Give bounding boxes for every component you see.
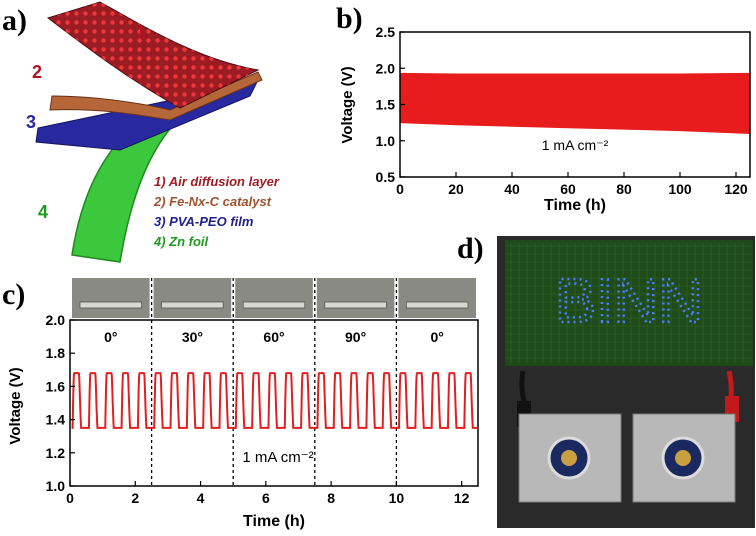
bent-device [242,301,306,309]
panel-label-b: b) [336,2,363,35]
led-sign-text: BINN [555,267,703,336]
chart-c-y-axis-label: Voltage (V) [7,367,24,444]
bending-photo [72,278,150,318]
chart-c-x-tick-label: 4 [197,490,205,506]
chart-b-x-tick-label: 80 [616,181,632,197]
bending-photo [153,278,232,318]
chart-b-annotation: 1 mA cm⁻² [542,137,609,153]
chart-b-x-tick-label: 40 [504,181,520,197]
chart-c-y-tick-label: 1.0 [46,478,66,494]
bent-device [405,301,469,309]
bent-device [79,301,142,309]
chart-c-x-tick-label: 8 [327,490,335,506]
bending-photo [235,278,313,318]
panel-b-cycling-chart: b) 0 20 40 60 80 100 120 0.5 1.0 1.5 2.0 2.5 Voltag… [330,0,756,215]
bending-photo [316,278,395,318]
chart-c: 0° 30° 60° 90° 0° 0 2 4 6 8 10 12 1.0 1.2 1.4 1.6 1.8 2.0… [7,278,479,530]
chart-b-y-tick-label: 2.5 [376,24,396,40]
chart-c-y-tick-label: 1.6 [46,378,66,394]
bend-angle-label: 30° [182,329,203,345]
chart-c-annotation: 1 mA cm⁻² [242,449,313,466]
chart-c-y-tick-label: 2.0 [46,312,66,328]
chart-c-x-axis-label: Time (h) [243,513,305,530]
layer-number-4: 4 [38,202,48,222]
chart-b-y-tick-label: 1.5 [376,97,396,113]
chart-b-x-tick-label: 100 [668,181,692,197]
chart-c-x-tick-label: 10 [389,490,405,506]
chart-b-x-axis-label: Time (h) [544,197,606,214]
bending-photo-strip [72,278,476,318]
led-board [505,240,753,366]
cell-logo-left [561,450,577,466]
chart-b-x-tick-label: 60 [560,181,576,197]
chart-c-voltage-line [71,372,478,429]
chart-c-x-tick-label: 12 [454,490,470,506]
chart-c-y-tick-label: 1.2 [46,445,66,461]
bending-photo [398,278,476,318]
layer-number-1: 1 [136,22,146,42]
chart-b-y-tick-label: 2.0 [376,60,396,76]
panel-label-d: d) [457,232,484,265]
layer-number-3: 3 [26,112,36,132]
panel-label-c: c) [2,278,26,311]
chart-b-x-tick-label: 20 [448,181,464,197]
chart-b: 0 20 40 60 80 100 120 0.5 1.0 1.5 2.0 2.5 Voltage (… [339,24,751,214]
chart-b-y-tick-label: 1.0 [376,133,396,149]
chart-c-x-tick-label: 6 [262,490,270,506]
battery-schematic: 1 2 3 4 1) Air diffusion layer 2) Fe-Nx-… [26,1,280,263]
legend-air-diffusion: 1) Air diffusion layer [154,174,280,189]
panel-c-bending-chart: c) 0° 30° 60° 90° 0° 0 2 4 6 8 10 12 1.0 1.2 1.4 1.6 1.8… [0,268,500,531]
bend-angle-label: 60° [263,329,284,345]
legend-film: 3) PVA-PEO film [154,214,254,229]
chart-b-x-tick-label: 0 [396,181,404,197]
bent-device [324,301,387,309]
bend-angle-label: 0° [431,329,444,345]
chart-c-y-tick-label: 1.4 [46,412,66,428]
bend-angle-label: 0° [104,329,117,345]
legend-catalyst: 2) Fe-Nx-C catalyst [153,194,272,209]
led-demo-photo: BINN [497,236,755,528]
bend-angle-label: 90° [345,329,366,345]
fe-nx-c-catalyst-layer [49,71,263,121]
air-pores-pattern [48,2,258,108]
chart-c-y-tick-label: 1.8 [46,345,66,361]
layer-number-2: 2 [32,62,42,82]
panel-d-photo: BINN d) [457,232,755,528]
chart-b-y-tick-label: 0.5 [376,169,396,185]
legend-zn-foil: 4) Zn foil [153,234,209,249]
cell-logo-right [675,450,691,466]
chart-c-plot-area: 0° 30° 60° 90° 0° 0 2 4 6 8 10 12 1.0 1.2 1.4 1.6 1.8 2.0 [46,278,479,506]
chart-b-y-axis-label: Voltage (V) [339,66,356,143]
chart-b-voltage-band [399,72,751,135]
chart-c-x-tick-label: 0 [66,490,74,506]
chart-c-x-tick-label: 2 [131,490,139,506]
panel-a-schematic: a) 1 2 3 4 1) Air diffusion layer 2) Fe-… [0,0,345,270]
chart-b-x-tick-label: 120 [724,181,748,197]
bent-device [161,301,224,309]
panel-label-a: a) [2,4,27,37]
chart-b-plot-area: 0 20 40 60 80 100 120 0.5 1.0 1.5 2.0 2.5 [376,24,751,197]
led-board-grid [507,242,751,364]
